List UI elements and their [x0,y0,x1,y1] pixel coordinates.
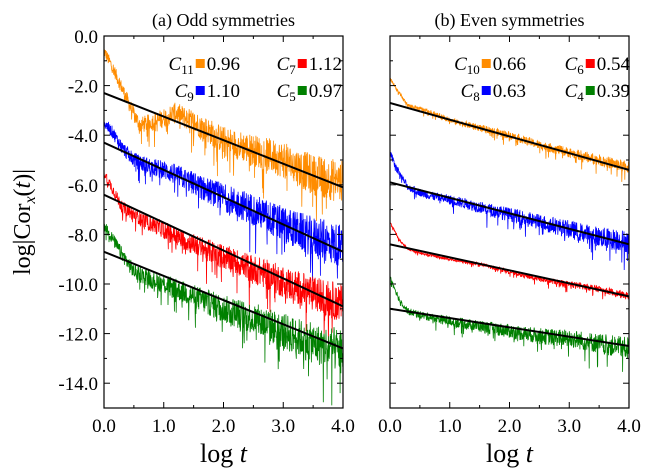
legend-label: C11 [169,54,194,77]
legend-entry: 0.39 C4 [565,81,630,104]
x-tick-label: 1.0 [438,416,462,437]
series-fit-line [104,250,343,350]
legend-swatch [297,86,307,95]
series-fit-line [390,243,629,298]
plot-area [104,48,343,406]
legend-entry: 0.97 C5 [277,81,342,104]
x-tick-label: 1.0 [152,416,176,437]
legend-entry: 0.96 C11 [169,54,240,77]
chart-title: (a) Odd symmetries [152,10,295,31]
legend-entry: 0.66 C10 [454,54,526,77]
legend-swatch [585,59,595,68]
series-signal-line [390,275,629,372]
y-tick-label: -2.0 [68,77,98,98]
y-tick-label: -14.0 [58,374,98,395]
legend-value: 0.39 [597,81,630,102]
legend-label: C10 [454,54,480,77]
series-signal-line [104,48,343,222]
legend-swatch [481,59,491,68]
legend-value: 0.66 [493,54,526,75]
legend-swatch [585,86,595,95]
legend-value: 0.63 [493,81,526,102]
y-tick-label: -6.0 [68,176,98,197]
x-tick-label: 2.0 [212,416,236,437]
x-tick-label: 2.0 [498,416,522,437]
y-tick-label: -8.0 [68,225,98,246]
plot-area [390,77,629,372]
series-fit-line [390,181,629,246]
legend-value: 0.96 [207,54,240,75]
y-axis-label: log|Corx(t)| [10,169,39,275]
legend-entry: 1.12 C7 [277,54,342,77]
series-fit-line [390,101,629,171]
legend-value: 1.12 [309,54,342,75]
chart-title: (b) Even symmetries [435,10,585,31]
y-tick-label: 0.0 [74,27,98,48]
x-tick-label: 0.0 [92,416,116,437]
legend-label: C5 [277,81,296,104]
legend-label: C9 [175,81,194,104]
series-fit-line [104,193,343,308]
legend-entry: 1.10 C9 [175,81,240,104]
legend-swatch [195,86,205,95]
legend-swatch [195,59,205,68]
legend-label: C8 [461,81,480,104]
x-tick-label: 4.0 [331,416,355,437]
x-tick-label: 4.0 [617,416,641,437]
y-tick-label: -4.0 [68,126,98,147]
y-tick-label: -10.0 [58,275,98,296]
series-signal-line [104,223,343,406]
panel-a: 0.0 1.0 2.0 3.0 4.0 0.0 -2.0 -4.0 -6.0 -8.0 -10.0 -… [10,10,355,468]
series-signal-line [390,150,629,271]
legend-label: C7 [277,54,297,77]
x-axis-label: log t [200,439,248,468]
legend-value: 0.54 [597,54,631,75]
x-tick-label: 0.0 [378,416,402,437]
legend-swatch [297,59,307,68]
legend-swatch [481,86,491,95]
y-tick-label: -12.0 [58,325,98,346]
series-signal-line [104,121,343,281]
legend-value: 1.10 [207,81,240,102]
x-tick-label: 3.0 [557,416,581,437]
x-axis-label: log t [486,439,534,468]
series-fit-line [390,307,629,347]
legend-label: C4 [565,81,585,104]
series-fit-line [104,141,343,253]
panel-b: 0.0 1.0 2.0 3.0 4.0 (b) Even symmetries log t 0… [378,10,641,468]
x-tick-label: 3.0 [271,416,295,437]
legend-entry: 0.54 C6 [565,54,631,77]
legend-label: C6 [565,54,585,77]
legend-value: 0.97 [309,81,342,102]
series-signal-line [390,77,629,182]
series-fit-line [104,92,343,189]
legend-entry: 0.63 C8 [461,81,526,104]
